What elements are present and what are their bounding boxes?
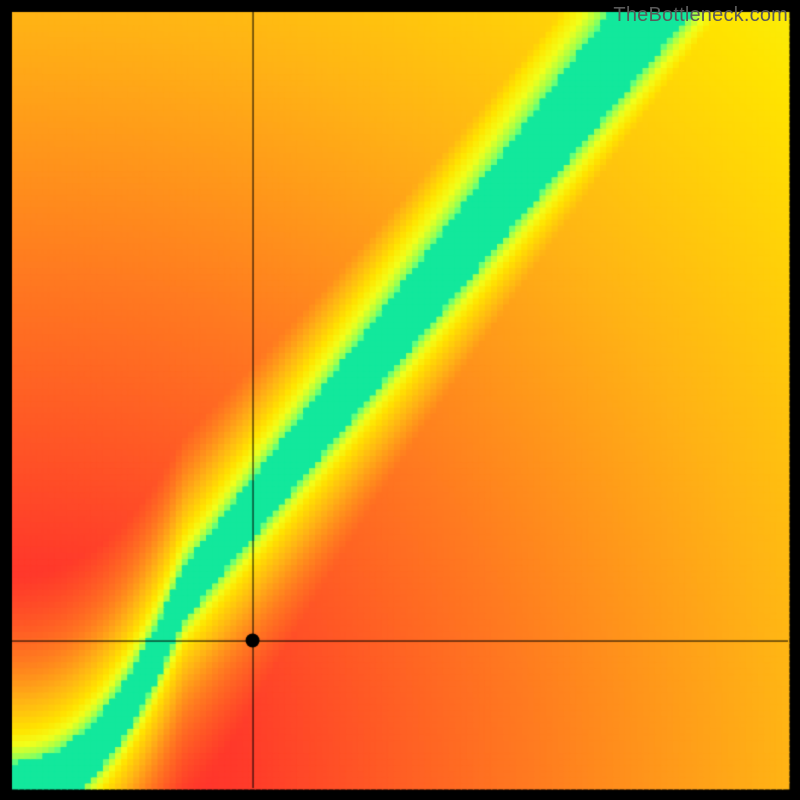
- bottleneck-heatmap: [0, 0, 800, 800]
- chart-container: TheBottleneck.com: [0, 0, 800, 800]
- watermark-text: TheBottleneck.com: [613, 4, 788, 27]
